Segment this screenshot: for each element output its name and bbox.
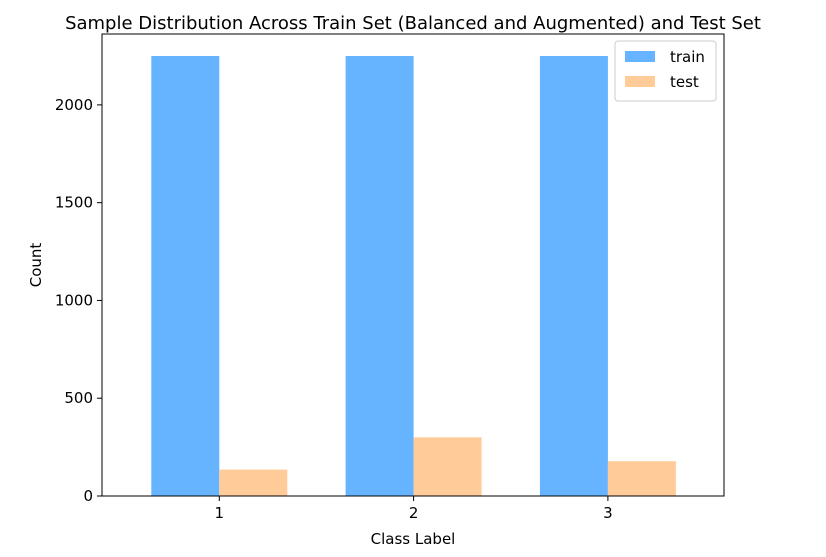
bar-test-1 [219,469,288,496]
legend-label-test: test [670,73,699,91]
plot-area-frame [101,33,725,497]
x-tick-label: 1 [215,504,225,522]
chart-title: Sample Distribution Across Train Set (Ba… [65,13,761,34]
y-tick-label: 500 [64,389,93,407]
legend: train test [614,40,717,102]
legend-swatch-test [625,76,655,87]
y-tick-label: 0 [83,487,93,505]
y-axis-label: Count [27,243,45,288]
legend-swatch-train [625,51,655,62]
bar-train-2 [345,56,414,496]
bar-train-3 [539,56,608,496]
x-tick-label: 2 [409,504,419,522]
bars-group [151,56,676,496]
x-axis-ticks: 1 2 3 [215,496,613,522]
y-axis-ticks: 0 500 1000 1500 2000 [55,96,102,505]
legend-label-train: train [670,48,705,66]
y-tick-label: 1000 [55,291,93,309]
bar-test-3 [607,461,676,496]
y-tick-label: 1500 [55,194,93,212]
x-tick-label: 3 [603,504,613,522]
y-tick-label: 2000 [55,96,93,114]
bar-test-2 [413,437,482,496]
bar-train-1 [151,56,220,496]
x-axis-label: Class Label [371,530,456,548]
